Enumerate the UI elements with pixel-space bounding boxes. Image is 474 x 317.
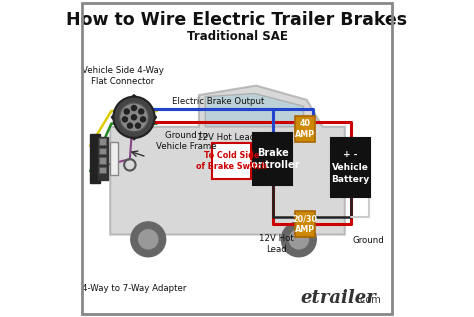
- Text: 40
AMP: 40 AMP: [295, 120, 315, 139]
- FancyBboxPatch shape: [253, 133, 292, 185]
- Text: .com: .com: [357, 294, 381, 305]
- Circle shape: [131, 106, 137, 111]
- FancyBboxPatch shape: [100, 157, 106, 164]
- Circle shape: [113, 97, 155, 138]
- Circle shape: [122, 117, 128, 122]
- Text: etrailer: etrailer: [301, 289, 376, 307]
- FancyBboxPatch shape: [330, 138, 370, 197]
- FancyBboxPatch shape: [211, 143, 251, 179]
- Text: 20/30
AMP: 20/30 AMP: [292, 215, 317, 234]
- FancyBboxPatch shape: [295, 116, 315, 142]
- Text: 12V Hot Lead: 12V Hot Lead: [197, 133, 255, 142]
- Polygon shape: [110, 86, 345, 235]
- Text: 4-Way to 7-Way Adapter: 4-Way to 7-Way Adapter: [82, 284, 186, 293]
- Circle shape: [139, 230, 158, 249]
- Circle shape: [128, 123, 133, 128]
- Polygon shape: [205, 94, 303, 127]
- Text: Vehicle Side 4-Way
Flat Connector: Vehicle Side 4-Way Flat Connector: [82, 66, 164, 86]
- FancyBboxPatch shape: [295, 211, 315, 237]
- Text: + -
Vehicle
Battery: + - Vehicle Battery: [331, 150, 369, 184]
- Circle shape: [282, 222, 316, 257]
- Text: Ground: Ground: [353, 236, 384, 245]
- Circle shape: [136, 123, 140, 128]
- Text: Brake
Controller: Brake Controller: [245, 148, 301, 170]
- FancyBboxPatch shape: [100, 148, 106, 154]
- FancyBboxPatch shape: [109, 142, 118, 175]
- FancyBboxPatch shape: [100, 167, 106, 173]
- Circle shape: [131, 115, 137, 120]
- Text: How to Wire Electric Trailer Brakes: How to Wire Electric Trailer Brakes: [66, 11, 408, 29]
- Text: 12V Hot
Lead: 12V Hot Lead: [259, 234, 294, 254]
- Circle shape: [131, 222, 166, 257]
- Circle shape: [140, 117, 146, 122]
- Text: Electric Brake Output: Electric Brake Output: [172, 97, 264, 106]
- Circle shape: [289, 230, 309, 249]
- Circle shape: [139, 109, 144, 114]
- Text: Ground to
Vehicle Frame: Ground to Vehicle Frame: [156, 131, 217, 151]
- FancyBboxPatch shape: [90, 134, 100, 183]
- Text: To Cold Side
of Brake Switch: To Cold Side of Brake Switch: [196, 151, 267, 171]
- Polygon shape: [111, 94, 156, 140]
- FancyBboxPatch shape: [99, 137, 108, 180]
- Text: Traditional SAE: Traditional SAE: [187, 30, 287, 43]
- FancyBboxPatch shape: [100, 138, 106, 145]
- Circle shape: [119, 103, 148, 132]
- Circle shape: [124, 109, 129, 114]
